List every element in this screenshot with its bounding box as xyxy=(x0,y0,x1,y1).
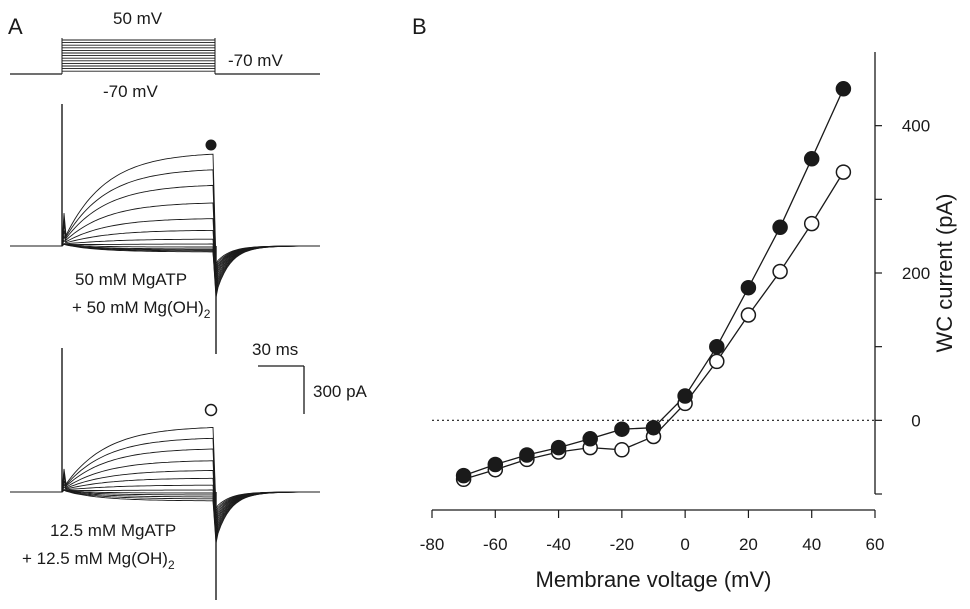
data-point-filled xyxy=(803,151,820,167)
data-point-open xyxy=(614,442,630,458)
series-layer xyxy=(455,81,852,488)
y-tick-label: 400 xyxy=(902,117,930,136)
trace2-condition-line1: 12.5 mM MgATP xyxy=(50,521,176,540)
y-tick-label: 0 xyxy=(911,411,920,430)
data-point-filled xyxy=(740,279,757,296)
data-point-filled xyxy=(519,447,535,463)
data-point-filled xyxy=(772,219,788,236)
data-point-filled xyxy=(677,388,693,404)
data-point-open xyxy=(803,215,820,232)
trace2-marker-open xyxy=(204,403,218,417)
panel-b-letter: B xyxy=(412,14,427,39)
series-line-filled xyxy=(463,88,844,477)
data-point-open xyxy=(709,353,725,370)
data-point-filled xyxy=(835,81,852,97)
protocol-hold-label-bottom: -70 mV xyxy=(103,82,158,101)
data-point-filled xyxy=(582,431,598,447)
x-tick-label: 60 xyxy=(866,535,885,554)
x-tick-label: 20 xyxy=(739,535,758,554)
x-ticks: -80 -60 -40 -20 0 20 40 60 xyxy=(420,510,885,554)
data-point-filled xyxy=(645,419,662,436)
current-trace xyxy=(10,153,320,266)
iv-chart: -80 -60 -40 -20 0 20 40 60 0 200 400 Membrane vol… xyxy=(420,52,957,592)
trace2-condition-line2: + 12.5 mM Mg(OH)2 xyxy=(22,549,175,572)
panel-a-letter: A xyxy=(8,14,23,39)
trace1-condition-line2: + 50 mM Mg(OH)2 xyxy=(72,298,211,321)
data-point-filled xyxy=(550,439,567,456)
data-point-filled xyxy=(614,421,630,437)
x-tick-label: -20 xyxy=(610,535,635,554)
scale-bar-current-label: 300 pA xyxy=(313,382,368,401)
trace1-condition-line1: 50 mM MgATP xyxy=(75,270,187,289)
x-tick-label: 40 xyxy=(802,535,821,554)
x-tick-label: 0 xyxy=(680,535,689,554)
current-trace xyxy=(10,448,320,514)
data-point-open xyxy=(772,263,788,280)
scale-bar-time-label: 30 ms xyxy=(252,340,298,359)
voltage-protocol: 50 mV -70 mV -70 mV xyxy=(10,9,320,101)
y-ticks: 0 200 400 xyxy=(875,117,930,495)
x-tick-label: -40 xyxy=(546,535,571,554)
protocol-step-label: 50 mV xyxy=(113,9,163,28)
y-tick-label: 200 xyxy=(902,264,930,283)
data-point-open xyxy=(740,307,757,323)
data-point-filled xyxy=(487,456,504,473)
current-trace xyxy=(10,184,320,269)
data-point-filled xyxy=(455,467,472,484)
protocol-hold-label-right: -70 mV xyxy=(228,51,283,70)
x-tick-label: -80 xyxy=(420,535,445,554)
x-tick-label: -60 xyxy=(483,535,508,554)
current-trace xyxy=(10,427,320,510)
protocol-step-lines xyxy=(62,39,215,72)
x-axis-title: Membrane voltage (mV) xyxy=(536,567,772,592)
data-point-filled xyxy=(709,338,725,355)
current-trace xyxy=(10,460,320,517)
current-traces-2 xyxy=(10,348,320,600)
current-traces-1 xyxy=(10,104,320,354)
scale-bar: 30 ms 300 pA xyxy=(252,340,368,414)
y-axis-title: WC current (pA) xyxy=(932,194,957,353)
trace1-marker-filled xyxy=(205,139,217,151)
data-point-open xyxy=(835,164,852,180)
current-trace xyxy=(10,202,320,272)
current-trace xyxy=(10,484,320,525)
